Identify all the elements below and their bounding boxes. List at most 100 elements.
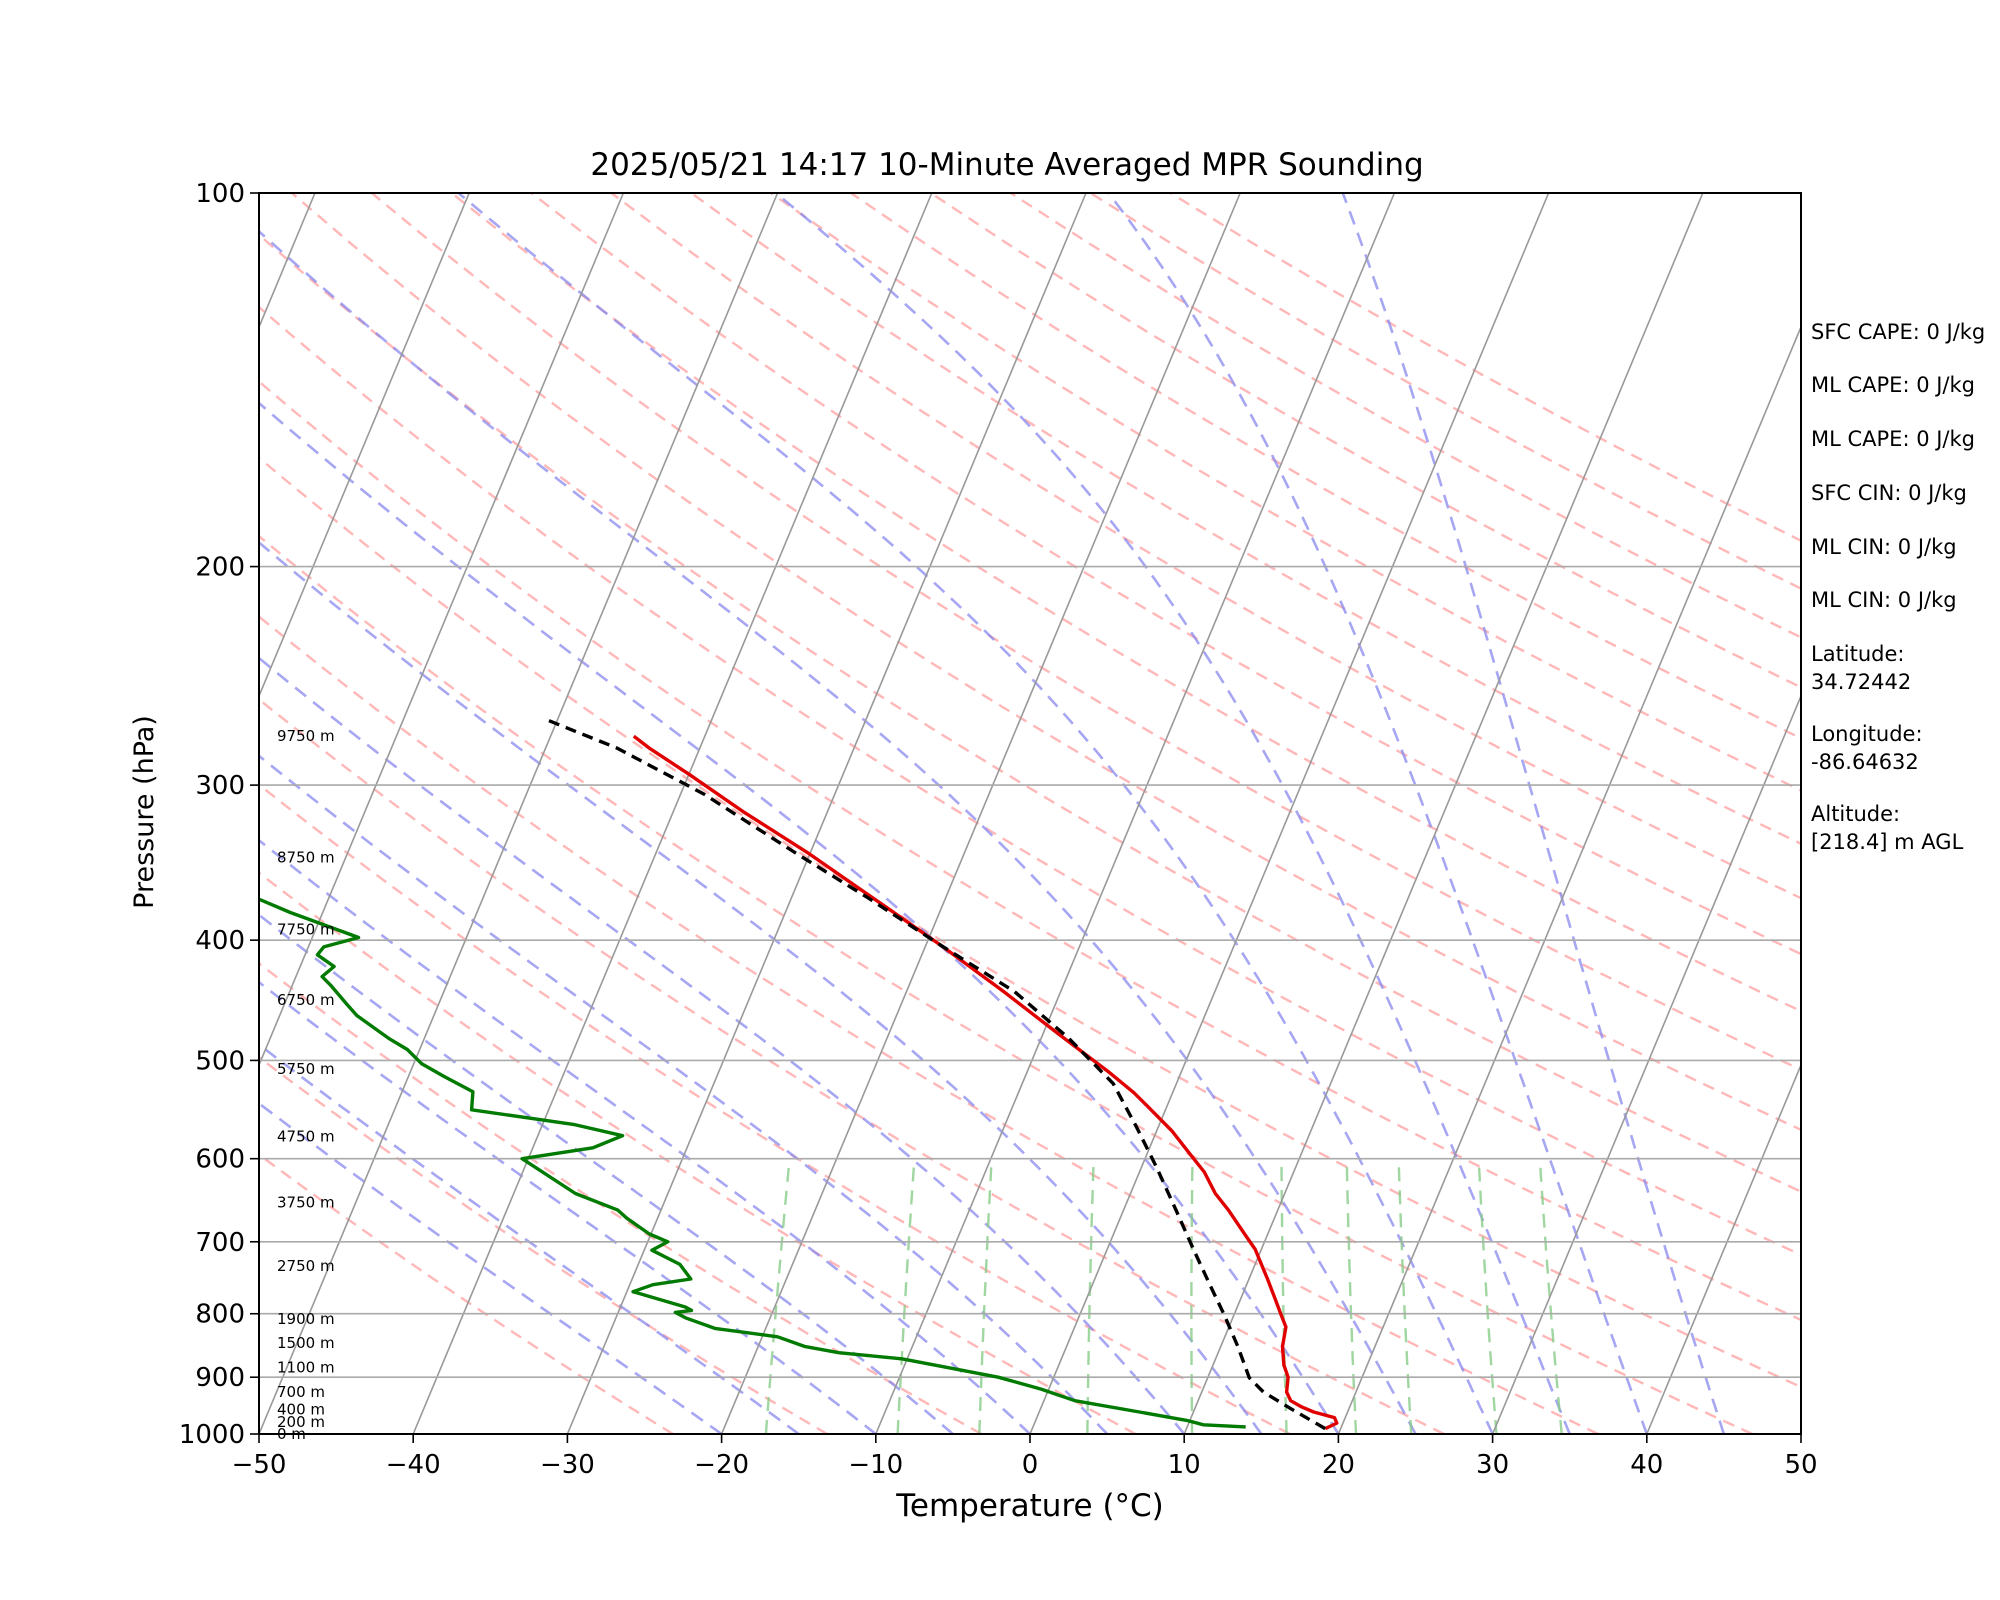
dry-adiabat-line [259,534,1753,1434]
dry-adiabat-line [259,961,982,1434]
x-tick-label: −40 [386,1450,441,1480]
y-tick-label: 400 [195,926,245,956]
x-tick-label: −50 [232,1450,287,1480]
y-tick-label: 300 [195,771,245,801]
moist-adiabat-line [775,193,1571,1434]
dry-adiabat-line [259,379,1801,1322]
sounding-stats: SFC CAPE: 0 J/kg ML CAPE: 0 J/kg ML CAPE: … [1811,320,1985,854]
x-axis-label: Temperature (°C) [895,1488,1164,1524]
stats-line: SFC CIN: 0 J/kg [1811,481,1967,505]
stats-line: ML CAPE: 0 J/kg [1811,373,1975,397]
stats-line: [218.4] m AGL [1811,830,1964,854]
moist-adiabat-line [457,193,1494,1434]
stats-line: ML CIN: 0 J/kg [1811,535,1957,559]
dry-adiabat-line [770,193,1801,792]
moist-adiabat-line [1107,193,1649,1434]
y-tick-label: 700 [195,1228,245,1258]
x-tick-label: −10 [848,1450,903,1480]
altitude-label: 1100 m [277,1359,335,1377]
isotherm-line [1183,193,1704,1434]
y-tick-label: 200 [195,553,245,583]
x-tick-label: 0 [1022,1450,1039,1480]
y-tick-label: 900 [195,1363,245,1393]
background-lines [259,193,1801,1434]
isotherm-line [259,193,470,699]
dry-adiabat-line [530,193,1801,956]
stats-line: -86.64632 [1811,750,1919,774]
isotherm-line [566,193,1087,1434]
isotherm-line [875,193,1396,1434]
x-tick-label: −30 [540,1450,595,1480]
dry-adiabat-line [610,193,1801,900]
x-tick-label: 20 [1322,1450,1355,1480]
altitude-label: 8750 m [277,848,335,866]
altitude-label: 1500 m [277,1334,335,1352]
isotherm-line [259,193,625,1068]
isotherm-line [1337,324,1801,1434]
x-tick-label: 40 [1630,1450,1663,1480]
dry-adiabat-line [291,193,1801,1132]
dry-adiabat-line [259,615,1599,1434]
x-tick-label: −20 [694,1450,749,1480]
y-tick-label: 100 [195,179,245,209]
dry-adiabat-line [850,193,1801,740]
moist-adiabat-line [259,229,1417,1434]
moist-adiabat-line [259,980,877,1434]
y-tick-label: 600 [195,1145,245,1175]
dry-adiabat-line [259,871,1137,1434]
moist-adiabat-line [259,754,1109,1434]
parcel-trace [542,716,1327,1431]
altitude-label: 5750 m [277,1060,335,1078]
altitude-label: 3750 m [277,1194,335,1212]
x-tick-label: 30 [1476,1450,1509,1480]
stats-line: Altitude: [1811,802,1900,826]
altitude-label: 4750 m [277,1128,335,1146]
isotherm-line [720,193,1241,1434]
stats-line: Latitude: [1811,642,1905,666]
isotherm-line [259,193,779,1434]
altitude-label: 0 m [277,1425,306,1443]
altitude-label: 200 m [277,1413,325,1431]
moist-adiabat-line [259,540,1263,1434]
chart-title: 2025/05/21 14:17 10-Minute Averaged MPR … [590,147,1423,183]
isotherm-line [412,193,933,1434]
moist-adiabat-line [259,838,1031,1434]
y-tick-label: 500 [195,1046,245,1076]
dry-adiabat-line [259,456,1801,1389]
altitude-label: 7750 m [277,920,335,938]
y-tick-label: 800 [195,1300,245,1330]
x-ticks: −50 −40 −30 −20 −10 0 10 20 30 40 50 [232,1434,1818,1480]
altitude-label: 400 m [277,1401,325,1419]
altitude-label: 700 m [277,1383,325,1401]
moist-adiabat-line [259,1101,723,1434]
dry-adiabat-line [259,783,1291,1434]
y-tick-label: 1000 [179,1420,245,1450]
dry-adiabat-line [259,1153,674,1434]
stats-line: ML CIN: 0 J/kg [1811,588,1957,612]
altitude-label: 1900 m [277,1310,335,1328]
stats-line: 34.72442 [1811,670,1911,694]
dewpoint-trace [259,897,1246,1429]
dry-adiabat-line [259,1055,828,1434]
isotherm-line [1646,1062,1801,1434]
stats-line: Longitude: [1811,722,1923,746]
stats-line: ML CAPE: 0 J/kg [1811,427,1975,451]
stats-line: SFC CAPE: 0 J/kg [1811,320,1985,344]
moist-adiabat-line [259,913,954,1434]
moist-adiabat-line [259,1042,800,1434]
isotherm-line [1029,193,1550,1434]
altitude-label: 9750 m [277,727,335,745]
altitude-label: 6750 m [277,991,335,1009]
dry-adiabat-line [259,233,1801,1193]
moist-adiabat-line [1341,193,1726,1434]
altitude-label: 2750 m [277,1257,335,1275]
x-tick-label: 10 [1168,1450,1201,1480]
y-ticks: 100 200 300 400 500 600 700 800 900 1000 [179,179,259,1450]
isotherm-line [1491,693,1801,1434]
moist-adiabat-line [259,656,1186,1434]
sounding-traces [259,716,1339,1431]
y-axis-label: Pressure (hPa) [129,715,160,909]
